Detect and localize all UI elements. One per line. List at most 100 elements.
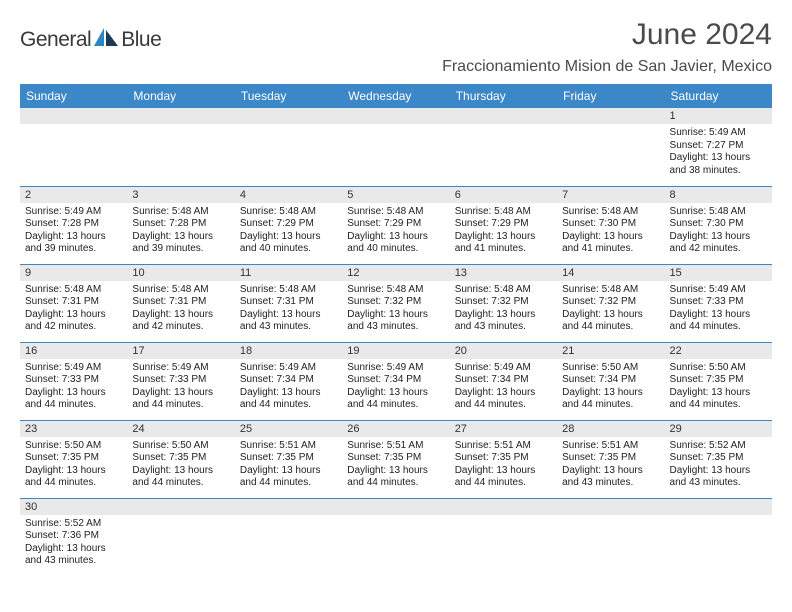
calendar-day-cell: 3Sunrise: 5:48 AMSunset: 7:28 PMDaylight… (127, 186, 234, 264)
sunset-text: Sunset: 7:28 PM (132, 218, 229, 231)
day-header: Thursday (450, 84, 557, 108)
calendar-day-cell: 22Sunrise: 5:50 AMSunset: 7:35 PMDayligh… (665, 342, 772, 420)
calendar-body: 1Sunrise: 5:49 AMSunset: 7:27 PMDaylight… (20, 108, 772, 576)
day-number: 26 (342, 421, 449, 437)
logo-sail-icon (93, 26, 119, 53)
day-header: Monday (127, 84, 234, 108)
sunrise-text: Sunrise: 5:48 AM (455, 206, 552, 219)
sunrise-text: Sunrise: 5:49 AM (455, 362, 552, 375)
day-detail: Sunrise: 5:48 AMSunset: 7:29 PMDaylight:… (235, 203, 342, 258)
day-detail: Sunrise: 5:49 AMSunset: 7:33 PMDaylight:… (665, 281, 772, 336)
calendar-day-cell: 9Sunrise: 5:48 AMSunset: 7:31 PMDaylight… (20, 264, 127, 342)
sunrise-text: Sunrise: 5:52 AM (670, 440, 767, 453)
sunset-text: Sunset: 7:31 PM (132, 296, 229, 309)
sunrise-text: Sunrise: 5:50 AM (25, 440, 122, 453)
calendar-week-row: 30Sunrise: 5:52 AMSunset: 7:36 PMDayligh… (20, 498, 772, 576)
title-block: June 2024 Fraccionamiento Mision de San … (442, 18, 772, 76)
day-header: Wednesday (342, 84, 449, 108)
calendar-day-cell: 5Sunrise: 5:48 AMSunset: 7:29 PMDaylight… (342, 186, 449, 264)
day-detail: Sunrise: 5:48 AMSunset: 7:29 PMDaylight:… (450, 203, 557, 258)
calendar-day-cell: 21Sunrise: 5:50 AMSunset: 7:34 PMDayligh… (557, 342, 664, 420)
calendar-day-cell: 4Sunrise: 5:48 AMSunset: 7:29 PMDaylight… (235, 186, 342, 264)
calendar-table: SundayMondayTuesdayWednesdayThursdayFrid… (20, 84, 772, 576)
daylight-text: Daylight: 13 hours and 44 minutes. (240, 465, 337, 490)
daylight-text: Daylight: 13 hours and 44 minutes. (562, 387, 659, 412)
sunrise-text: Sunrise: 5:50 AM (562, 362, 659, 375)
calendar-day-cell: 6Sunrise: 5:48 AMSunset: 7:29 PMDaylight… (450, 186, 557, 264)
sunset-text: Sunset: 7:30 PM (562, 218, 659, 231)
daylight-text: Daylight: 13 hours and 44 minutes. (670, 309, 767, 334)
day-detail: Sunrise: 5:49 AMSunset: 7:34 PMDaylight:… (450, 359, 557, 414)
calendar-day-cell: 17Sunrise: 5:49 AMSunset: 7:33 PMDayligh… (127, 342, 234, 420)
sunset-text: Sunset: 7:35 PM (670, 452, 767, 465)
calendar-day-cell: 10Sunrise: 5:48 AMSunset: 7:31 PMDayligh… (127, 264, 234, 342)
daylight-text: Daylight: 13 hours and 43 minutes. (240, 309, 337, 334)
day-number (127, 108, 234, 124)
day-number: 30 (20, 499, 127, 515)
page-subtitle: Fraccionamiento Mision de San Javier, Me… (442, 58, 772, 76)
day-number: 29 (665, 421, 772, 437)
day-detail: Sunrise: 5:49 AMSunset: 7:27 PMDaylight:… (665, 124, 772, 179)
day-number (235, 108, 342, 124)
day-detail: Sunrise: 5:49 AMSunset: 7:33 PMDaylight:… (127, 359, 234, 414)
daylight-text: Daylight: 13 hours and 42 minutes. (670, 231, 767, 256)
day-detail: Sunrise: 5:50 AMSunset: 7:35 PMDaylight:… (127, 437, 234, 492)
calendar-day-cell: 1Sunrise: 5:49 AMSunset: 7:27 PMDaylight… (665, 108, 772, 186)
day-number: 21 (557, 343, 664, 359)
calendar-day-cell: 28Sunrise: 5:51 AMSunset: 7:35 PMDayligh… (557, 420, 664, 498)
calendar-day-cell: 25Sunrise: 5:51 AMSunset: 7:35 PMDayligh… (235, 420, 342, 498)
calendar-day-cell (450, 498, 557, 576)
sunset-text: Sunset: 7:34 PM (240, 374, 337, 387)
daylight-text: Daylight: 13 hours and 44 minutes. (455, 387, 552, 412)
calendar-day-cell (557, 498, 664, 576)
day-detail: Sunrise: 5:49 AMSunset: 7:34 PMDaylight:… (342, 359, 449, 414)
calendar-week-row: 23Sunrise: 5:50 AMSunset: 7:35 PMDayligh… (20, 420, 772, 498)
day-detail: Sunrise: 5:48 AMSunset: 7:30 PMDaylight:… (557, 203, 664, 258)
day-number (235, 499, 342, 515)
day-number (665, 499, 772, 515)
calendar-day-cell (235, 108, 342, 186)
sunset-text: Sunset: 7:31 PM (240, 296, 337, 309)
calendar-day-cell (557, 108, 664, 186)
day-header: Friday (557, 84, 664, 108)
sunrise-text: Sunrise: 5:48 AM (455, 284, 552, 297)
day-number: 2 (20, 187, 127, 203)
day-number: 14 (557, 265, 664, 281)
sunrise-text: Sunrise: 5:48 AM (132, 284, 229, 297)
sunrise-text: Sunrise: 5:51 AM (347, 440, 444, 453)
calendar-day-cell: 2Sunrise: 5:49 AMSunset: 7:28 PMDaylight… (20, 186, 127, 264)
day-number (342, 499, 449, 515)
sunset-text: Sunset: 7:29 PM (240, 218, 337, 231)
sunrise-text: Sunrise: 5:48 AM (240, 284, 337, 297)
calendar-day-cell (127, 498, 234, 576)
day-number: 6 (450, 187, 557, 203)
calendar-day-cell: 12Sunrise: 5:48 AMSunset: 7:32 PMDayligh… (342, 264, 449, 342)
calendar-header-row: SundayMondayTuesdayWednesdayThursdayFrid… (20, 84, 772, 108)
day-detail: Sunrise: 5:48 AMSunset: 7:32 PMDaylight:… (557, 281, 664, 336)
day-detail: Sunrise: 5:50 AMSunset: 7:34 PMDaylight:… (557, 359, 664, 414)
daylight-text: Daylight: 13 hours and 44 minutes. (347, 465, 444, 490)
sunset-text: Sunset: 7:33 PM (670, 296, 767, 309)
logo-word2: Blue (121, 28, 161, 52)
sunset-text: Sunset: 7:36 PM (25, 530, 122, 543)
daylight-text: Daylight: 13 hours and 44 minutes. (240, 387, 337, 412)
daylight-text: Daylight: 13 hours and 44 minutes. (25, 465, 122, 490)
calendar-day-cell: 24Sunrise: 5:50 AMSunset: 7:35 PMDayligh… (127, 420, 234, 498)
daylight-text: Daylight: 13 hours and 44 minutes. (25, 387, 122, 412)
day-detail: Sunrise: 5:51 AMSunset: 7:35 PMDaylight:… (235, 437, 342, 492)
calendar-day-cell: 13Sunrise: 5:48 AMSunset: 7:32 PMDayligh… (450, 264, 557, 342)
daylight-text: Daylight: 13 hours and 38 minutes. (670, 152, 767, 177)
daylight-text: Daylight: 13 hours and 39 minutes. (132, 231, 229, 256)
day-number: 17 (127, 343, 234, 359)
day-number: 7 (557, 187, 664, 203)
day-number (450, 499, 557, 515)
sunset-text: Sunset: 7:30 PM (670, 218, 767, 231)
calendar-day-cell: 30Sunrise: 5:52 AMSunset: 7:36 PMDayligh… (20, 498, 127, 576)
sunset-text: Sunset: 7:32 PM (455, 296, 552, 309)
daylight-text: Daylight: 13 hours and 42 minutes. (132, 309, 229, 334)
daylight-text: Daylight: 13 hours and 42 minutes. (25, 309, 122, 334)
sunset-text: Sunset: 7:33 PM (25, 374, 122, 387)
calendar-day-cell: 16Sunrise: 5:49 AMSunset: 7:33 PMDayligh… (20, 342, 127, 420)
day-number: 18 (235, 343, 342, 359)
day-detail: Sunrise: 5:48 AMSunset: 7:31 PMDaylight:… (20, 281, 127, 336)
